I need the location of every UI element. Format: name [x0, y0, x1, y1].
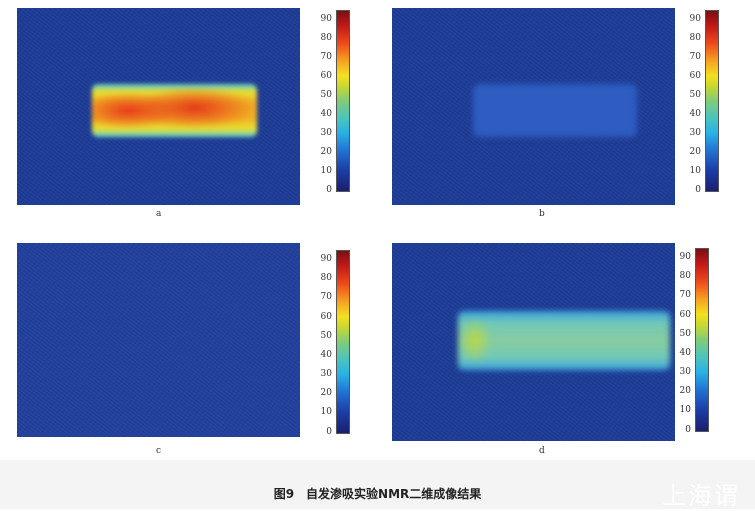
colorbar-tick: 70 — [320, 292, 332, 303]
colorbar-tick: 90 — [320, 254, 332, 265]
colorbar-tick: 30 — [320, 127, 332, 138]
colorbar-tick: 80 — [320, 273, 332, 284]
colorbar-tick: 70 — [320, 51, 332, 62]
colorbar-a — [336, 10, 350, 192]
colorbar-tick: 0 — [695, 184, 701, 195]
colorbar-tick: 20 — [689, 146, 701, 157]
colorbar-tick: 50 — [689, 89, 701, 100]
colorbar-tick: 70 — [679, 290, 691, 301]
figure-caption: 图9 自发渗吸实验NMR二维成像结果 — [273, 487, 482, 501]
colorbar-tick: 50 — [679, 328, 691, 339]
nmr-image-b — [392, 8, 675, 205]
nmr-image-a — [17, 8, 300, 205]
colorbar-tick: 80 — [320, 32, 332, 43]
colorbar-tick: 40 — [320, 349, 332, 360]
panel-label-b: b — [539, 209, 545, 219]
colorbar-tick: 0 — [326, 184, 332, 195]
colorbar-tick: 60 — [320, 311, 332, 322]
colorbar-tick: 60 — [320, 70, 332, 81]
colorbar-tick: 30 — [689, 127, 701, 138]
colorbar-tick: 80 — [689, 32, 701, 43]
sample-signal-b — [473, 84, 637, 137]
colorbar-tick: 60 — [689, 70, 701, 81]
colorbar-b — [705, 10, 719, 192]
colorbar-tick: 40 — [679, 347, 691, 358]
colorbar-tick: 50 — [320, 89, 332, 100]
colorbar-tick: 20 — [320, 388, 332, 399]
colorbar-tick: 10 — [689, 165, 701, 176]
colorbar-tick: 0 — [685, 424, 691, 435]
colorbar-tick: 40 — [689, 108, 701, 119]
caption-bar — [0, 460, 755, 509]
colorbar-tick: 0 — [326, 426, 332, 437]
sample-signal-a — [92, 84, 257, 137]
panel-label-a: a — [156, 209, 162, 219]
colorbar-tick: 90 — [689, 13, 701, 24]
colorbar-tick: 90 — [320, 13, 332, 24]
colorbar-tick: 30 — [320, 369, 332, 380]
nmr-image-d — [392, 243, 675, 441]
sample-signal-d — [458, 311, 670, 370]
colorbar-tick: 80 — [679, 271, 691, 282]
colorbar-tick: 10 — [679, 405, 691, 416]
colorbar-tick: 70 — [689, 51, 701, 62]
colorbar-tick: 20 — [679, 386, 691, 397]
colorbar-d — [695, 248, 709, 432]
colorbar-tick: 10 — [320, 407, 332, 418]
colorbar-tick: 20 — [320, 146, 332, 157]
colorbar-tick: 40 — [320, 108, 332, 119]
colorbar-tick: 10 — [320, 165, 332, 176]
colorbar-tick: 60 — [679, 309, 691, 320]
colorbar-c — [336, 250, 350, 434]
colorbar-tick: 90 — [679, 252, 691, 263]
nmr-image-c — [17, 243, 300, 437]
colorbar-tick: 30 — [679, 367, 691, 378]
watermark: 上海谓 — [662, 482, 740, 510]
panel-label-c: c — [156, 446, 162, 456]
panel-label-d: d — [539, 446, 545, 456]
colorbar-tick: 50 — [320, 330, 332, 341]
